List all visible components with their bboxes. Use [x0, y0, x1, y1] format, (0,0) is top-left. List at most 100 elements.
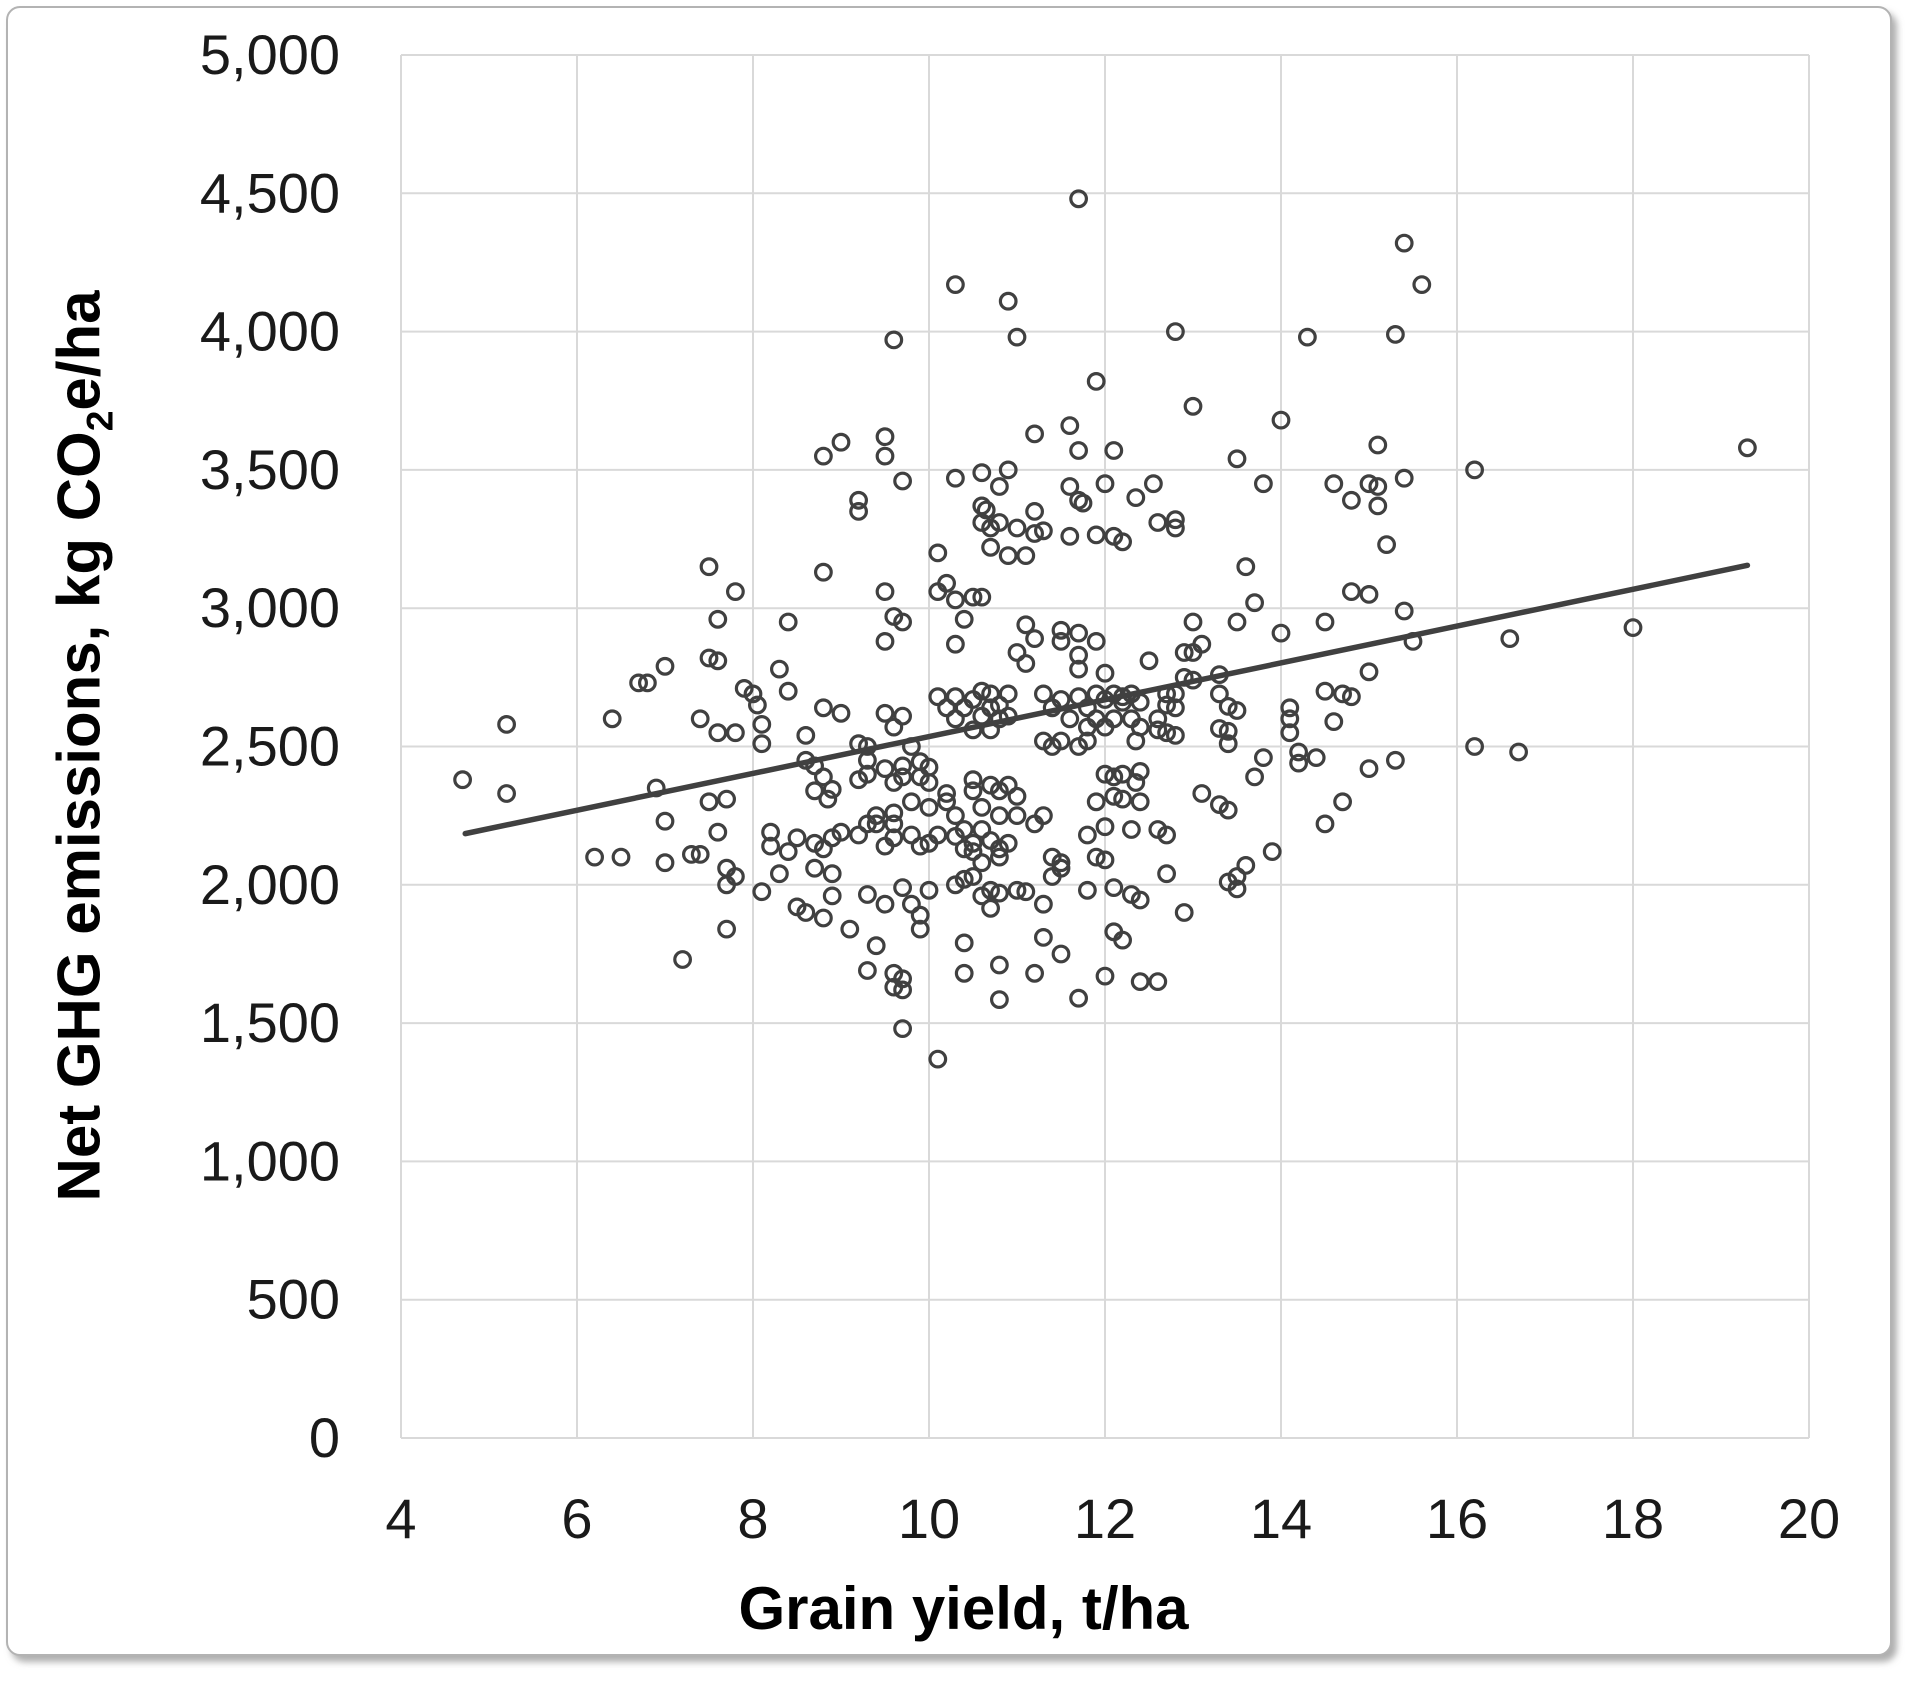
scatter-point — [1077, 731, 1097, 751]
figure-card: 4 6 8 10 12 14 16 18 20 0 500 1,000 1,500 2,000 2,500… — [6, 6, 1892, 1656]
scatter-point — [1033, 894, 1053, 914]
scatter-point — [752, 715, 772, 734]
x-tick-label: 20 — [1778, 1487, 1840, 1550]
scatter-point — [902, 894, 921, 914]
y-axis-title-suffix: e/ha — [45, 290, 113, 411]
scatter-point — [1016, 546, 1036, 565]
y-axis-title-prefix: Net GHG emissions, kg CO — [45, 431, 113, 1202]
scatter-point — [699, 792, 719, 812]
scatter-point — [1165, 518, 1185, 538]
scatter-point — [972, 798, 992, 817]
scatter-point — [875, 446, 895, 466]
scatter-point — [699, 557, 719, 577]
scatter-point — [708, 723, 728, 743]
scatter-point — [866, 814, 886, 834]
scatter-point — [1148, 720, 1168, 740]
scatter-point — [638, 673, 657, 693]
scatter-point — [748, 695, 767, 715]
scatter-point — [1315, 814, 1335, 834]
scatter-point — [1095, 764, 1115, 784]
scatter-point — [770, 659, 789, 679]
scatter-point — [1086, 792, 1106, 812]
scatter-point — [963, 833, 983, 853]
scatter-point — [902, 737, 921, 756]
scatter-point — [1051, 853, 1071, 873]
scatter-point — [1073, 493, 1093, 513]
scatter-point — [946, 468, 965, 488]
scatter-point — [875, 632, 895, 651]
scatter-point — [1095, 966, 1115, 986]
scatter-point — [893, 969, 912, 989]
scatter-point — [1069, 623, 1088, 643]
scatter-point — [1271, 410, 1291, 430]
scatter-point — [946, 827, 965, 846]
scatter-point — [1165, 698, 1185, 718]
scatter-point — [682, 845, 701, 864]
scatter-point — [910, 919, 930, 939]
scatter-point — [629, 673, 648, 693]
scatter-point — [1289, 753, 1308, 773]
scatter-point — [655, 811, 675, 831]
scatter-point — [1069, 645, 1088, 665]
scatter-point — [1095, 817, 1115, 837]
scatter-point — [919, 773, 939, 792]
scatter-point — [1095, 850, 1115, 870]
scatter-point — [1165, 726, 1185, 745]
scatter-point — [761, 836, 780, 856]
scatter-point — [1209, 719, 1229, 738]
scatter-point — [1086, 525, 1106, 545]
scatter-point — [1113, 764, 1132, 784]
scatter-point — [1315, 612, 1335, 632]
y-tick-label: 2,000 — [200, 853, 340, 916]
scatter-point — [919, 880, 939, 900]
scatter-point — [1069, 988, 1088, 1008]
scatter-point — [990, 513, 1009, 532]
scatter-point — [1315, 681, 1335, 701]
scatter-point — [1359, 759, 1379, 778]
scatter-point — [1341, 687, 1361, 707]
y-tick-label: 4,000 — [200, 300, 340, 363]
scatter-point — [726, 582, 745, 601]
scatter-point — [1069, 441, 1088, 460]
scatter-point — [1174, 668, 1194, 687]
scatter-point — [1033, 684, 1053, 704]
scatter-point — [946, 806, 965, 825]
scatter-point — [1368, 496, 1388, 516]
scatter-point — [1165, 322, 1185, 342]
x-tick-label: 8 — [737, 1487, 768, 1550]
scatter-point — [1077, 880, 1097, 900]
scatter-point — [1113, 687, 1132, 707]
scatter-point — [770, 864, 789, 884]
scatter-point — [1148, 972, 1168, 991]
scatter-point — [875, 894, 895, 914]
scatter-point — [814, 767, 833, 787]
gridlines — [400, 54, 1810, 1439]
scatter-point — [1157, 825, 1176, 845]
x-tick-label: 12 — [1074, 1487, 1136, 1550]
scatter-point — [893, 471, 912, 491]
scatter-point — [1025, 524, 1044, 543]
scatter-point — [1165, 510, 1185, 530]
scatter-point — [1126, 731, 1146, 751]
scatter-point — [919, 798, 939, 817]
scatter-point — [937, 792, 956, 812]
scatter-point — [1130, 890, 1150, 910]
scatter-point — [1359, 585, 1379, 604]
scatter-point — [1104, 709, 1124, 729]
scatter-point — [972, 463, 992, 483]
scatter-point — [954, 869, 974, 889]
scatter-point — [1623, 618, 1643, 637]
scatter-point — [875, 582, 895, 601]
scatter-point — [998, 833, 1018, 853]
scatter-point — [893, 767, 912, 787]
scatter-point — [972, 706, 992, 726]
scatter-point — [963, 867, 983, 886]
scatter-point — [1051, 620, 1071, 640]
scatter-point — [990, 955, 1009, 975]
scatter-point — [1025, 629, 1044, 648]
scatter-point — [743, 684, 763, 704]
scatter-point — [1060, 416, 1080, 436]
y-tick-label: 0 — [309, 1406, 340, 1469]
scatter-point — [822, 780, 842, 799]
scatter-point — [990, 709, 1009, 729]
